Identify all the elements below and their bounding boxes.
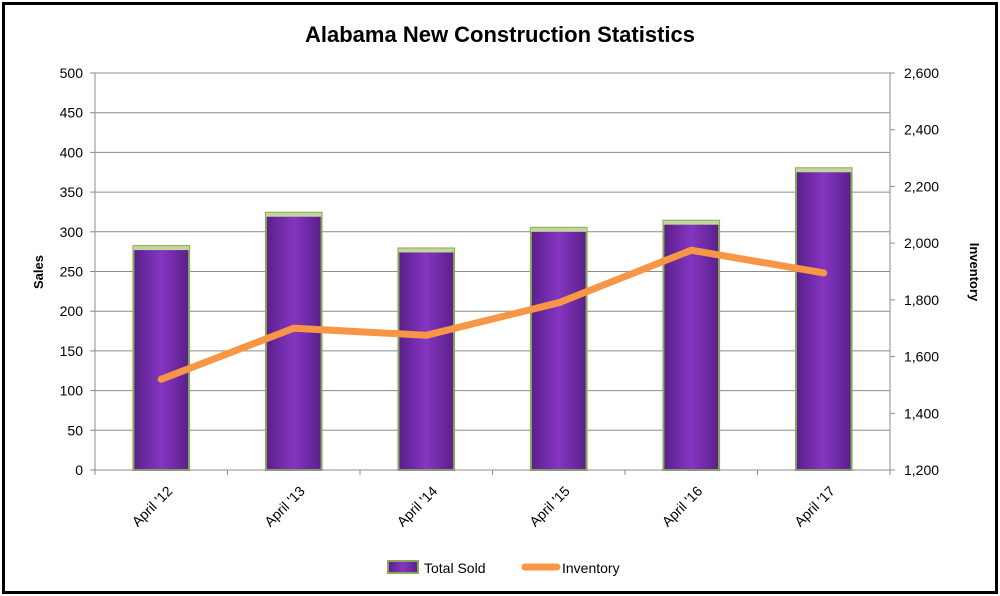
y-tick-label: 200 <box>60 303 84 319</box>
y-tick-label: 150 <box>60 343 84 359</box>
y2-tick-label: 1,600 <box>904 349 939 365</box>
grid-lines <box>95 72 890 471</box>
bar <box>264 211 323 472</box>
legend-label-total-sold: Total Sold <box>424 560 485 576</box>
bar-series <box>132 167 853 472</box>
y-tick-label: 350 <box>60 184 84 200</box>
y-tick-label: 400 <box>60 144 84 160</box>
y-tick-label: 500 <box>60 65 84 81</box>
x-tick-label: April '16 <box>659 483 706 530</box>
y-tick-label: 0 <box>75 462 83 478</box>
chart-title: Alabama New Construction Statistics <box>305 22 695 47</box>
legend-label-inventory: Inventory <box>562 560 620 576</box>
y2-tick-label: 1,400 <box>904 405 939 421</box>
y-tick-label: 100 <box>60 383 84 399</box>
bar-cap <box>398 248 455 253</box>
bar-cap <box>265 212 322 217</box>
y2-tick-label: 2,200 <box>904 178 939 194</box>
legend: Total Sold Inventory <box>387 560 620 576</box>
chart-svg: Alabama New Construction Statistics 0 50 1… <box>31 22 982 576</box>
y-axis-label: Sales <box>31 255 46 289</box>
y2-tick-label: 2,000 <box>904 235 939 251</box>
x-tick-label: April '17 <box>791 483 838 530</box>
bar <box>397 247 456 471</box>
x-tick-label: April '13 <box>261 483 308 530</box>
x-tick-label: April '12 <box>129 483 176 530</box>
line-series <box>157 246 828 383</box>
bar-cap <box>663 220 720 225</box>
y-tick-label: 450 <box>60 105 84 121</box>
y2-tick-label: 2,400 <box>904 122 939 138</box>
x-tick-label: April '14 <box>394 483 441 530</box>
bar <box>529 226 588 471</box>
inventory-line <box>157 246 828 383</box>
y2-tick-label: 1,800 <box>904 292 939 308</box>
y2-axis-label: Inventory <box>967 243 982 302</box>
x-tick-label: April '15 <box>526 483 573 530</box>
y2-tick-label: 1,200 <box>904 462 939 478</box>
y-tick-label: 300 <box>60 224 84 240</box>
bar-cap <box>133 246 190 251</box>
y-tick-label: 250 <box>60 264 84 280</box>
legend-swatch-total-sold <box>387 560 419 574</box>
bar-cap <box>795 168 852 173</box>
bar-cap <box>530 227 587 232</box>
bar <box>794 167 853 471</box>
bar <box>132 245 191 471</box>
y-tick-label: 50 <box>67 422 83 438</box>
y2-tick-label: 2,600 <box>904 65 939 81</box>
